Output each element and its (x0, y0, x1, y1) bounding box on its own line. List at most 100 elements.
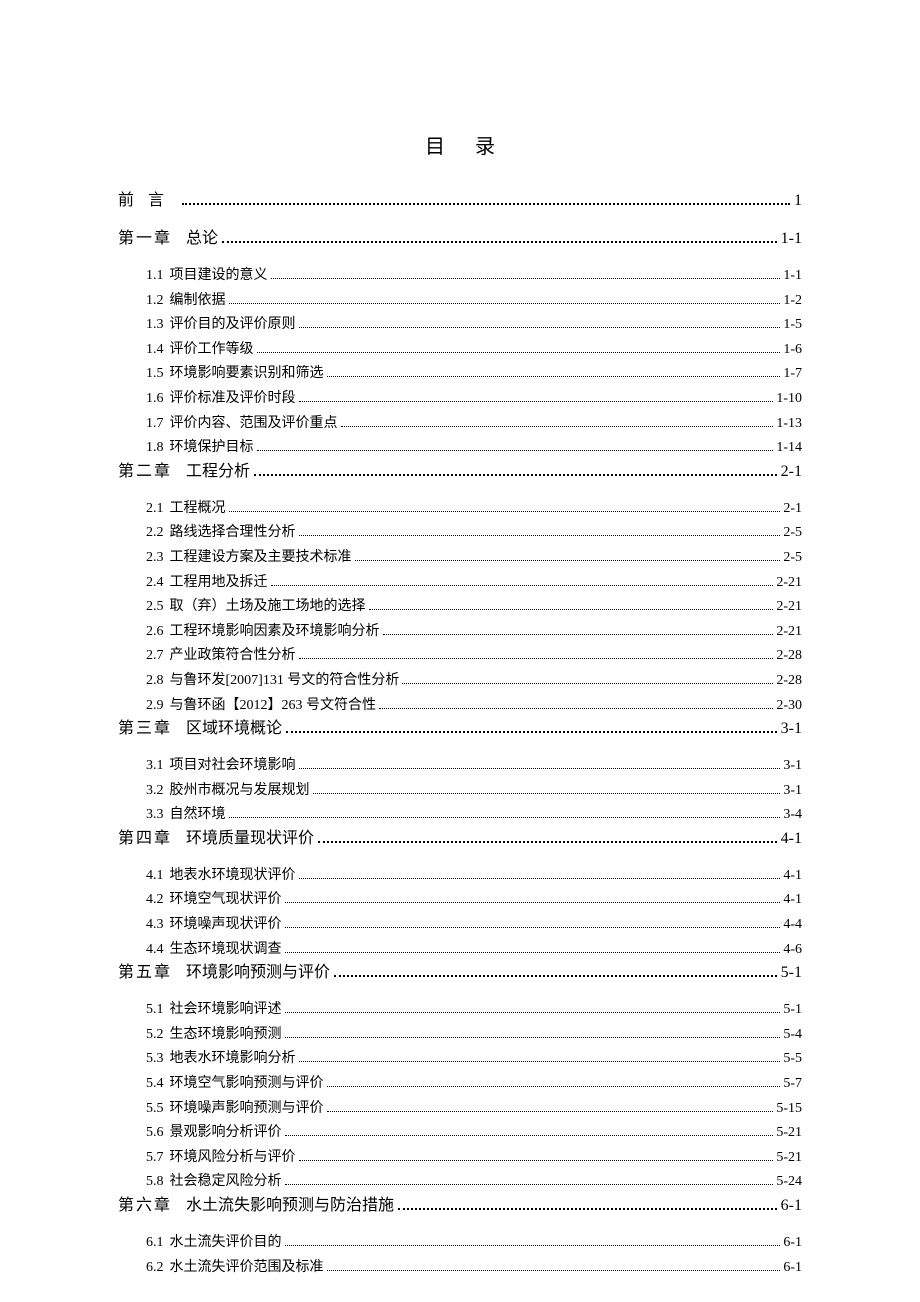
leader-dots (299, 865, 781, 879)
section-row: 1.8环境保护目标1-14 (118, 437, 802, 458)
chapter-title: 环境影响预测与评价 (186, 961, 330, 985)
section-page: 5-15 (776, 1099, 802, 1119)
section-title: 社会稳定风险分析 (170, 1172, 282, 1192)
leader-dots (285, 889, 781, 903)
chapter-title: 水土流失影响预测与防治措施 (186, 1194, 394, 1218)
section-row: 1.7 评价内容、范围及评价重点 1-13 (118, 413, 802, 434)
section-row: 3.3自然环境3-4 (118, 804, 802, 825)
section-number: 6.2 (146, 1258, 164, 1278)
section-row: 6.2水土流失评价范围及标准6-1 (118, 1257, 802, 1278)
preface-row: 前言 1 (118, 189, 802, 213)
section-row: 5.6景观影响分析评价5-21 (118, 1122, 802, 1143)
section-title: 工程用地及拆迁 (170, 573, 268, 593)
leader-dots (327, 1257, 781, 1271)
section-title: 社会环境影响评述 (170, 1000, 282, 1020)
leader-dots (229, 290, 781, 304)
section-page: 4-4 (783, 915, 802, 935)
chapter-row: 第六章水土流失影响预测与防治措施 6-1 (118, 1194, 802, 1218)
section-row: 5.4环境空气影响预测与评价5-7 (118, 1073, 802, 1094)
section-row: 2.6工程环境影响因素及环境影响分析2-21 (118, 621, 802, 642)
chapter-row: 第五章环境影响预测与评价5-1 (118, 961, 802, 985)
section-title: 路线选择合理性分析 (170, 523, 296, 543)
leader-dots (285, 999, 781, 1013)
section-number: 2.3 (146, 548, 164, 568)
section-number: 1.7 (146, 414, 164, 434)
chapter-title: 总论 (186, 227, 218, 251)
section-page: 1-13 (776, 414, 802, 434)
leader-dots (327, 363, 781, 377)
chapter-page: 6-1 (781, 1194, 802, 1218)
section-number: 2.6 (146, 622, 164, 642)
section-row: 2.5取（弃）土场及施工场地的选择2-21 (118, 596, 802, 617)
section-row: 3.1项目对社会环境影响3-1 (118, 755, 802, 776)
leader-dots (299, 1147, 774, 1161)
section-page: 1-1 (783, 266, 802, 286)
chapter-row: 第四章环境质量现状评价 4-1 (118, 827, 802, 851)
section-row: 1.1项目建设的意义1-1 (118, 265, 802, 286)
section-page: 2-5 (783, 523, 802, 543)
section-title: 环境噪声现状评价 (170, 915, 282, 935)
leader-dots (271, 572, 774, 586)
section-title: 与鲁环发[2007]131 号文的符合性分析 (170, 671, 400, 691)
chapter-row: 第三章区域环境概论3-1 (118, 717, 802, 741)
leader-dots (327, 1098, 774, 1112)
section-title: 生态环境影响预测 (170, 1025, 282, 1045)
leader-dots (318, 827, 777, 843)
section-page: 5-4 (783, 1025, 802, 1045)
section-page: 4-6 (783, 940, 802, 960)
leader-dots (285, 1024, 781, 1038)
section-page: 6-1 (783, 1258, 802, 1278)
section-row: 1.5环境影响要素识别和筛选1-7 (118, 363, 802, 384)
leader-dots (285, 939, 781, 953)
toc-body: 第一章总论1-11.1项目建设的意义1-11.2编制依据1-21.3评价目的及评… (118, 227, 802, 1277)
section-page: 5-21 (776, 1123, 802, 1143)
section-number: 1.6 (146, 389, 164, 409)
section-page: 1-5 (783, 315, 802, 335)
toc-title: 目录 (118, 130, 802, 159)
section-number: 5.6 (146, 1123, 164, 1143)
chapter-label: 第六章 (118, 1194, 172, 1218)
section-title: 评价内容、范围及评价重点 (170, 414, 338, 434)
section-page: 5-7 (783, 1074, 802, 1094)
section-row: 2.4工程用地及拆迁2-21 (118, 572, 802, 593)
section-page: 2-5 (783, 548, 802, 568)
section-page: 6-1 (783, 1233, 802, 1253)
section-row: 2.2路线选择合理性分析2-5 (118, 522, 802, 543)
leader-dots (229, 804, 781, 818)
section-number: 5.4 (146, 1074, 164, 1094)
section-number: 4.3 (146, 915, 164, 935)
section-number: 5.8 (146, 1172, 164, 1192)
section-row: 5.1社会环境影响评述5-1 (118, 999, 802, 1020)
chapter-page: 4-1 (781, 827, 802, 851)
section-row: 5.2生态环境影响预测5-4 (118, 1024, 802, 1045)
section-row: 3.2胶州市概况与发展规划3-1 (118, 780, 802, 801)
leader-dots (299, 755, 781, 769)
leader-dots (369, 596, 774, 610)
section-page: 5-24 (776, 1172, 802, 1192)
section-page: 1-10 (776, 389, 802, 409)
chapter-label: 第三章 (118, 717, 172, 741)
section-number: 3.3 (146, 805, 164, 825)
leader-dots (271, 265, 781, 279)
section-title: 工程概况 (170, 499, 226, 519)
section-title: 环境风险分析与评价 (170, 1148, 296, 1168)
section-title: 地表水环境影响分析 (170, 1049, 296, 1069)
chapter-label: 第四章 (118, 827, 172, 851)
section-title: 环境影响要素识别和筛选 (170, 364, 324, 384)
section-page: 4-1 (783, 890, 802, 910)
leader-dots (355, 547, 781, 561)
leader-dots (285, 1232, 781, 1246)
section-page: 5-21 (776, 1148, 802, 1168)
section-number: 2.8 (146, 671, 164, 691)
section-number: 1.3 (146, 315, 164, 335)
section-number: 5.5 (146, 1099, 164, 1119)
leader-dots (327, 1073, 781, 1087)
leader-dots (341, 413, 774, 427)
section-page: 3-1 (783, 756, 802, 776)
section-page: 1-7 (783, 364, 802, 384)
chapter-page: 5-1 (781, 961, 802, 985)
chapter-title: 环境质量现状评价 (186, 827, 314, 851)
leader-dots (383, 621, 774, 635)
chapter-row: 第一章总论1-1 (118, 227, 802, 251)
chapter-label: 第一章 (118, 227, 172, 251)
